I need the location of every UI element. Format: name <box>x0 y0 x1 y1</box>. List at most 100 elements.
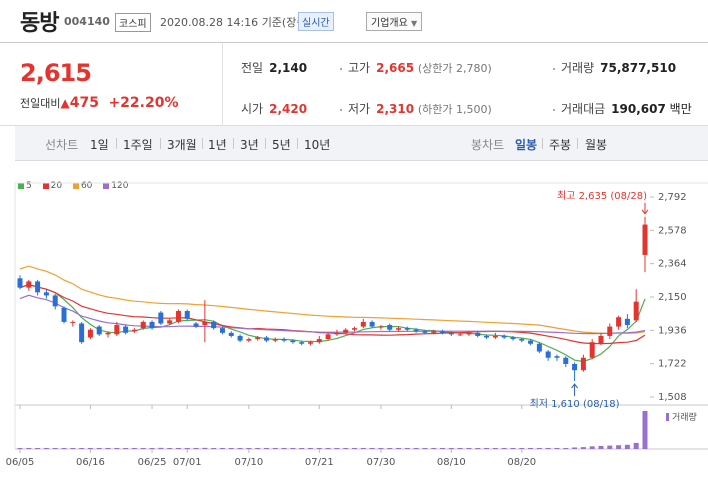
volume-bar <box>580 447 586 449</box>
volume-bar <box>26 448 32 449</box>
tab-10y[interactable]: 10년 <box>304 138 331 152</box>
tab-monthly[interactable]: 월봉 <box>585 138 608 152</box>
candle <box>175 311 181 322</box>
candle <box>457 334 463 336</box>
volume-bar <box>484 448 490 449</box>
volume-bar <box>246 448 252 449</box>
candle <box>237 335 243 341</box>
candle <box>501 335 507 338</box>
volume-bar <box>263 448 269 449</box>
y-tick-label: 2,792 <box>658 192 687 203</box>
volume-bar <box>131 448 137 449</box>
volume-bar <box>281 448 287 449</box>
candlestick-chart[interactable]: 2,792 2,578 2,364 2,150 1,936 1,722 1,508 06/05… <box>0 181 708 481</box>
volume-bar <box>255 448 261 449</box>
volume-bar <box>492 448 498 449</box>
volume-bar <box>431 448 437 449</box>
realtime-button[interactable]: 실시간 <box>298 12 334 31</box>
candle <box>123 326 129 333</box>
high-arrow-head <box>641 209 649 215</box>
candle <box>475 332 481 336</box>
volume-bar <box>413 448 419 449</box>
candle <box>87 329 93 338</box>
volume-bar <box>290 448 296 449</box>
candle <box>492 335 498 338</box>
candle <box>404 328 410 330</box>
up-triangle-icon: ▲ <box>60 96 70 110</box>
volume-bar <box>519 448 525 449</box>
candle <box>26 281 32 288</box>
candle <box>325 334 331 340</box>
tab-1y[interactable]: 1년 <box>208 138 227 152</box>
candle <box>255 337 261 340</box>
tab-daily[interactable]: 일봉 <box>515 138 538 152</box>
low-arrow-head <box>571 383 578 389</box>
volume-bar <box>87 448 93 449</box>
volume-bar <box>457 448 463 449</box>
candle <box>272 339 278 341</box>
tab-1w[interactable]: 1주일 <box>123 138 153 152</box>
volume-bar <box>43 448 49 449</box>
candle <box>624 318 630 326</box>
y-tick-label: 2,150 <box>658 292 687 303</box>
candle <box>431 331 437 333</box>
volume-bar <box>237 448 243 449</box>
volume-bar <box>554 448 560 449</box>
volume-bar <box>114 448 120 449</box>
volume-bar <box>475 448 481 449</box>
tab-3m[interactable]: 3개월 <box>167 138 197 152</box>
x-tick-label: 06/05 <box>6 457 35 468</box>
tab-5y[interactable]: 5년 <box>272 138 291 152</box>
candle <box>17 278 23 288</box>
candle <box>633 301 639 321</box>
volume-bar <box>404 448 410 449</box>
volume-bar <box>501 448 507 449</box>
volume-bar <box>589 446 595 449</box>
chart-tabs: 선차트 1일 1주일 3개월 1년 3년 5년 10년 봉차트 일봉 주봉 월봉 <box>15 126 708 161</box>
volume-bar <box>17 448 23 449</box>
candle <box>616 317 622 327</box>
tab-3y[interactable]: 3년 <box>240 138 259 152</box>
candle <box>96 326 102 335</box>
volume-bar <box>140 448 146 449</box>
volume-bar <box>334 448 340 449</box>
volume-bar <box>387 448 393 449</box>
volume-bar <box>167 448 173 449</box>
volume-bar <box>616 445 622 449</box>
tab-1d[interactable]: 1일 <box>90 138 109 152</box>
volume-bar <box>343 448 349 449</box>
line-chart-label: 선차트 <box>45 138 79 152</box>
legend-ma20: 20 <box>42 181 62 191</box>
candle <box>299 342 305 344</box>
volume-bar <box>79 448 85 449</box>
volume-bar <box>105 448 111 449</box>
volume-bar <box>360 448 366 449</box>
high-price: 고가 2,665 (상한가 2,780) <box>340 59 492 76</box>
volume-bar <box>35 448 41 449</box>
volume-bar <box>211 448 217 449</box>
candle <box>114 325 120 335</box>
candle <box>149 321 155 329</box>
ma-line-60 <box>19 265 646 334</box>
y-tick-label: 1,508 <box>658 392 687 403</box>
candle <box>61 307 67 322</box>
x-tick-label: 06/16 <box>76 457 105 468</box>
volume-bar <box>466 448 472 449</box>
tab-weekly[interactable]: 주봉 <box>549 138 572 152</box>
volume-bar <box>96 448 102 449</box>
company-info-dropdown[interactable]: 기업개요 ▼ <box>366 12 423 31</box>
volume-bar <box>624 444 630 449</box>
candle <box>281 339 287 341</box>
volume-bar <box>219 448 225 449</box>
candle <box>440 331 446 333</box>
low-annotation: 최저 1,610 (08/18) <box>530 398 620 410</box>
candle <box>105 332 111 335</box>
x-tick-label: 07/21 <box>305 457 334 468</box>
candle <box>448 332 454 335</box>
volume-bar <box>396 448 402 449</box>
candle <box>510 337 516 340</box>
volume-bar <box>70 448 76 449</box>
price-summary: 2,615 전일대비▲475 +22.20% 전일 2,140 시가 2,420 고… <box>0 42 708 127</box>
x-tick-label: 07/10 <box>234 457 263 468</box>
candle <box>607 326 613 336</box>
